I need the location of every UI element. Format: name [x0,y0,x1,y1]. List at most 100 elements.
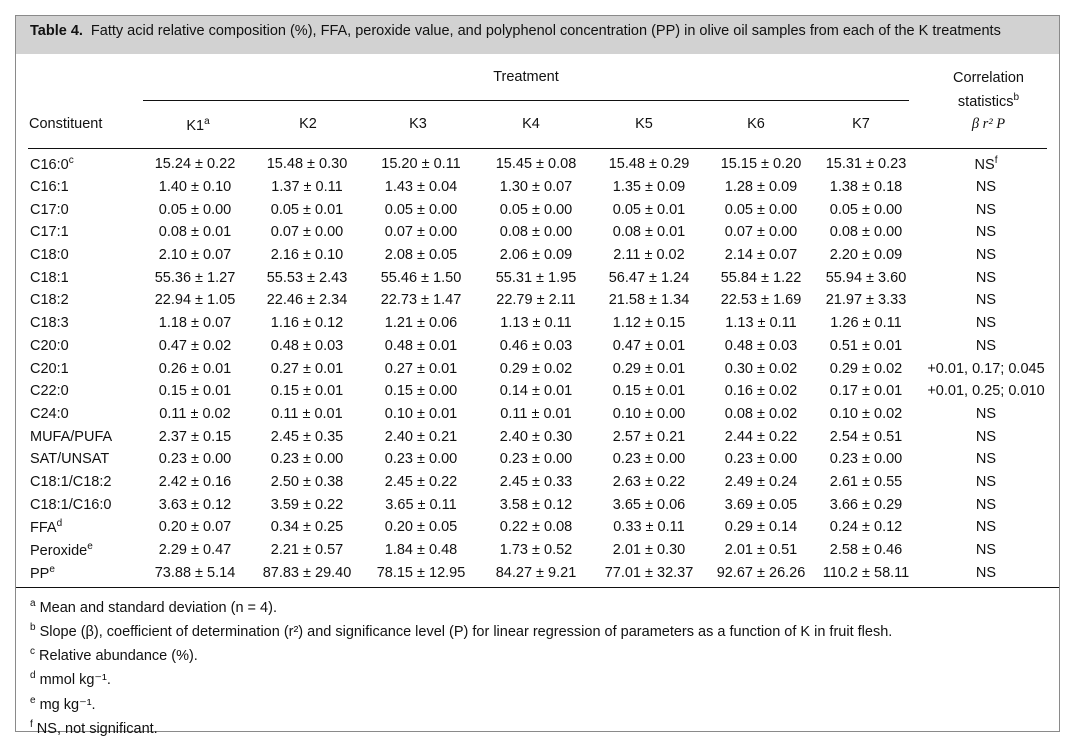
data-table: C16:0c 15.24 ± 0.22 15.48 ± 0.30 15.20 ± 0.… [28,153,1058,584]
cell-k7: 0.10 ± 0.02 [829,405,903,422]
cell-k6: 0.29 ± 0.14 [724,519,798,536]
cell-k5: 3.65 ± 0.06 [612,496,686,513]
cell-k6: 1.13 ± 0.11 [725,315,797,332]
cell-k4: 2.06 ± 0.09 [499,247,573,264]
table-row: C18:1/C18:2 2.42 ± 0.16 2.50 ± 0.38 2.45 ± … [28,471,1058,494]
cell-k5: 1.35 ± 0.09 [612,179,686,196]
cell-k4: 0.22 ± 0.08 [499,519,573,536]
cell-k5: 2.57 ± 0.21 [612,428,686,445]
cell-k4: 2.45 ± 0.33 [499,473,573,490]
cell-correlation: NS [975,519,997,536]
cell-correlation: NS [975,405,997,422]
cell-k7: 1.38 ± 0.18 [829,179,903,196]
cell-k2: 0.34 ± 0.25 [270,519,344,536]
cell-k6: 3.69 ± 0.05 [724,496,798,513]
footnote: e mg kg⁻¹. [30,694,96,713]
cell-k2: 0.07 ± 0.00 [270,224,344,241]
cell-k2: 2.45 ± 0.35 [270,428,344,445]
cell-k2: 2.16 ± 0.10 [270,247,344,264]
table-body: C16:0c 15.24 ± 0.22 15.48 ± 0.30 15.20 ± 0.… [16,149,1059,587]
cell-k1: 22.94 ± 1.05 [154,292,236,309]
cell-k6: 2.49 ± 0.24 [724,473,798,490]
cell-k6: 0.23 ± 0.00 [724,451,798,468]
cell-k3: 0.05 ± 0.00 [384,201,458,218]
row-constituent: C18:1 [30,269,69,286]
treatment-heading: Treatment [493,69,559,85]
cell-k4: 2.40 ± 0.30 [499,428,573,445]
cell-k3: 0.27 ± 0.01 [384,360,458,377]
cell-k1: 0.23 ± 0.00 [158,451,232,468]
cell-k6: 0.05 ± 0.00 [724,201,798,218]
col-k1: K1a [186,116,210,134]
table-row: C17:0 0.05 ± 0.00 0.05 ± 0.01 0.05 ± 0.00 0.… [28,198,1058,221]
cell-k3: 0.23 ± 0.00 [384,451,458,468]
cell-correlation: NS [975,542,997,559]
cell-k7: 110.2 ± 58.11 [822,564,910,581]
cell-k2: 0.23 ± 0.00 [270,451,344,468]
cell-k6: 0.16 ± 0.02 [724,383,798,400]
cell-correlation: +0.01, 0.17; 0.045 [927,360,1045,377]
caption-text: Fatty acid relative composition (%), FFA… [90,23,1001,39]
cell-k1: 1.18 ± 0.07 [158,315,232,332]
cell-k3: 2.08 ± 0.05 [384,247,458,264]
table-row: Peroxidee 2.29 ± 0.47 2.21 ± 0.57 1.84 ± 0.… [28,539,1058,562]
cell-k3: 2.40 ± 0.21 [384,428,458,445]
row-constituent: FFAd [30,518,63,537]
row-constituent: MUFA/PUFA [30,428,113,445]
table-row: C18:1/C16:0 3.63 ± 0.12 3.59 ± 0.22 3.65 ± … [28,493,1058,516]
cell-k4: 3.58 ± 0.12 [499,496,573,513]
cell-k7: 55.94 ± 3.60 [825,269,907,286]
cell-k1: 0.08 ± 0.01 [158,224,232,241]
header-rule [28,148,1047,149]
table-row: C22:0 0.15 ± 0.01 0.15 ± 0.01 0.15 ± 0.00 0.… [28,380,1058,403]
correlation-subheading: β r² P [971,116,1006,132]
cell-k1: 2.10 ± 0.07 [158,247,232,264]
cell-k3: 1.43 ± 0.04 [384,179,458,196]
cell-k2: 22.46 ± 2.34 [266,292,348,309]
row-constituent: C20:0 [30,337,69,354]
cell-k5: 2.11 ± 0.02 [613,247,685,264]
cell-k7: 0.29 ± 0.02 [829,360,903,377]
row-constituent: C17:0 [30,201,69,218]
cell-k5: 1.12 ± 0.15 [612,315,686,332]
cell-k4: 1.30 ± 0.07 [499,179,573,196]
cell-k6: 0.48 ± 0.03 [724,337,798,354]
cell-k7: 0.51 ± 0.01 [829,337,903,354]
cell-k7: 2.54 ± 0.51 [829,428,903,445]
cell-correlation: NS [975,247,997,264]
cell-k5: 77.01 ± 32.37 [604,564,694,581]
row-constituent: C18:3 [30,315,69,332]
row-constituent: C24:0 [30,405,69,422]
cell-k2: 0.48 ± 0.03 [270,337,344,354]
cell-k6: 22.53 ± 1.69 [720,292,802,309]
cell-k7: 0.08 ± 0.00 [829,224,903,241]
cell-k1: 73.88 ± 5.14 [154,564,236,581]
cell-k7: 3.66 ± 0.29 [829,496,903,513]
table-header: Treatment Correlation statisticsb β r² P… [16,54,1059,148]
table-label: Table 4. [30,23,83,39]
cell-k3: 0.20 ± 0.05 [384,519,458,536]
cell-k1: 1.40 ± 0.10 [158,179,232,196]
cell-k5: 21.58 ± 1.34 [608,292,690,309]
cell-k2: 2.50 ± 0.38 [270,473,344,490]
cell-k5: 56.47 ± 1.24 [608,269,690,286]
cell-k2: 2.21 ± 0.57 [270,542,344,559]
cell-k4: 1.13 ± 0.11 [500,315,572,332]
row-constituent: C17:1 [30,224,69,241]
cell-k3: 0.10 ± 0.01 [384,405,458,422]
cell-k5: 2.63 ± 0.22 [612,473,686,490]
cell-k4: 0.23 ± 0.00 [499,451,573,468]
cell-k3: 0.48 ± 0.01 [384,337,458,354]
cell-correlation: NSf [974,155,998,174]
table-row: C17:1 0.08 ± 0.01 0.07 ± 0.00 0.07 ± 0.00 0.… [28,221,1058,244]
cell-k7: 0.24 ± 0.12 [829,519,903,536]
cell-k1: 0.20 ± 0.07 [158,519,232,536]
table-row: C18:3 1.18 ± 0.07 1.16 ± 0.12 1.21 ± 0.06 1.… [28,312,1058,335]
col-k5: K5 [635,116,653,132]
table-caption: Table 4. Fatty acid relative composition … [16,16,1059,54]
cell-k7: 2.61 ± 0.55 [829,473,903,490]
cell-k7: 21.97 ± 3.33 [825,292,907,309]
row-constituent: SAT/UNSAT [30,451,110,468]
cell-k5: 0.29 ± 0.01 [612,360,686,377]
cell-k7: 0.17 ± 0.01 [829,383,903,400]
